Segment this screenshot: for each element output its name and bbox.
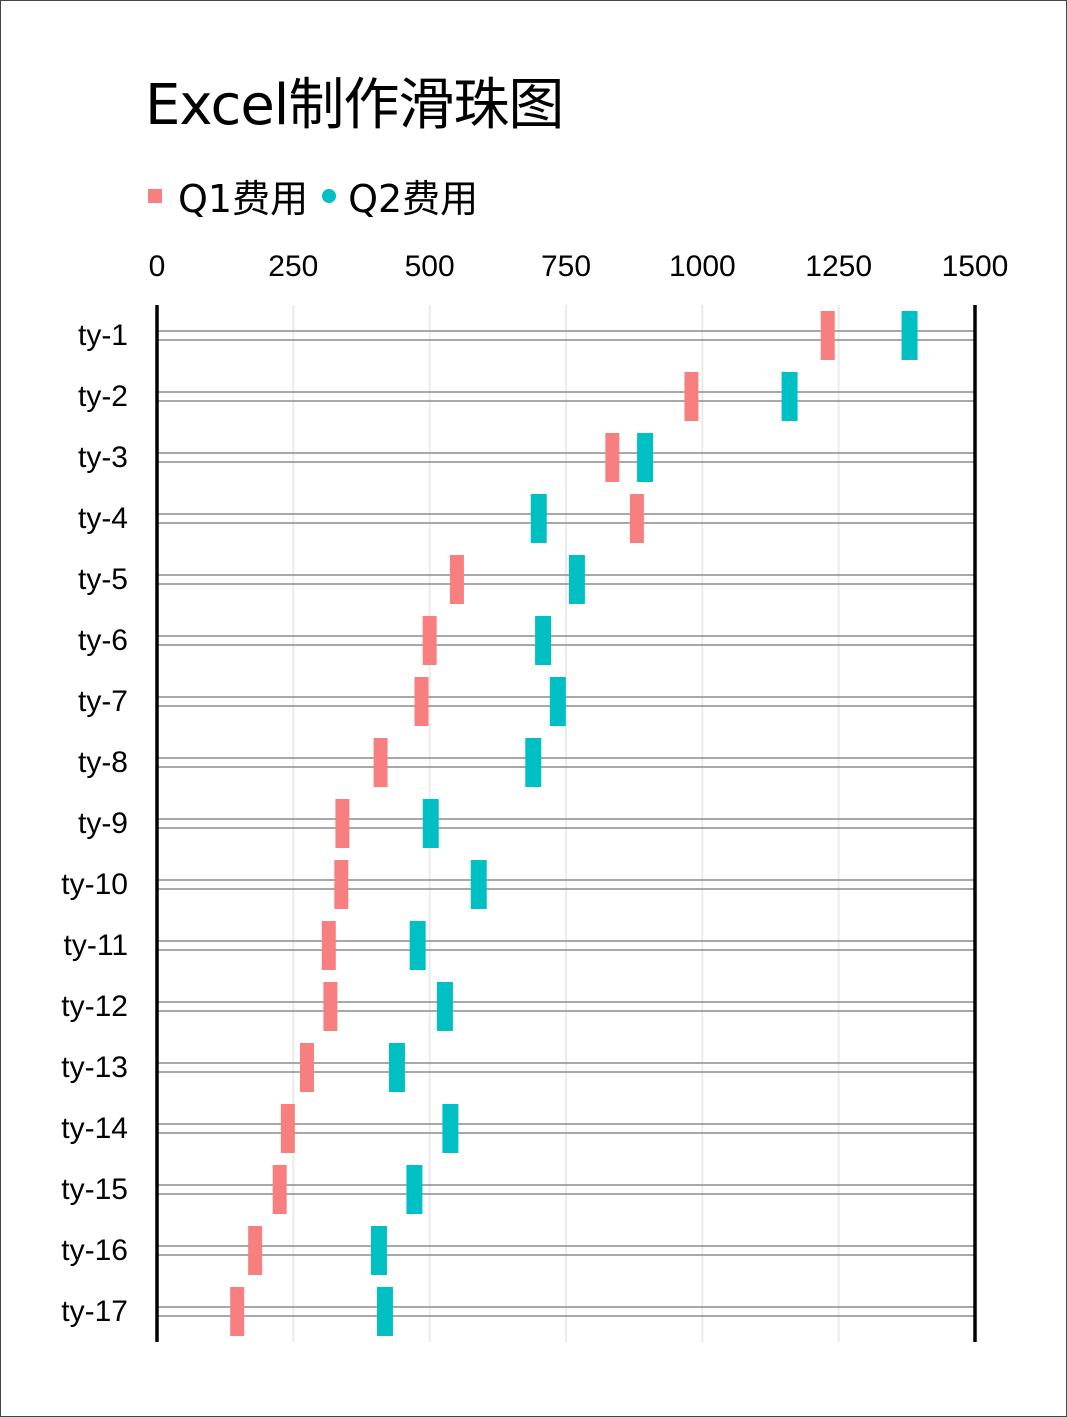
marker-q2 [370,1226,387,1275]
legend-label-q1: Q1费用 [178,177,309,221]
marker-q2 [901,311,918,360]
legend: Q1费用 Q2费用 [148,168,492,223]
y-tick-label: ty-8 [78,746,128,779]
chart-title: Excel制作滑珠图 [145,73,564,138]
marker-q2 [388,1043,405,1092]
y-tick-label: ty-1 [78,319,128,352]
marker-q1 [449,555,464,604]
legend-item-q2: Q2费用 [322,168,478,223]
marker-q2 [535,616,552,665]
y-tick-label: ty-3 [78,441,128,474]
y-tick-label: ty-9 [78,807,128,840]
x-tick-label: 500 [405,250,455,283]
marker-q1 [323,982,338,1031]
y-tick-label: ty-17 [61,1295,128,1328]
marker-q2 [442,1104,459,1153]
marker-q2 [422,799,439,848]
marker-q1 [335,799,350,848]
marker-q2 [530,494,547,543]
marker-q1 [605,433,620,482]
y-tick-label: ty-5 [78,563,128,596]
y-tick-label: ty-13 [61,1051,128,1084]
y-tick-label: ty-15 [61,1173,128,1206]
marker-q1 [820,311,835,360]
marker-q2 [637,433,654,482]
x-tick-label: 1000 [669,250,736,283]
marker-q2 [406,1165,423,1214]
legend-item-q1: Q1费用 [148,168,308,223]
marker-q1 [373,738,388,787]
x-tick-label: 250 [268,250,318,283]
y-tick-label: ty-6 [78,624,128,657]
marker-q1 [334,860,349,909]
marker-q1 [422,616,437,665]
marker-q2 [470,860,487,909]
y-tick-label: ty-12 [61,990,128,1023]
marker-q1 [248,1226,263,1275]
marker-q1 [321,921,336,970]
marker-q2 [409,921,426,970]
marker-q2 [376,1287,393,1336]
x-tick-label: 1250 [805,250,872,283]
marker-q2 [568,555,585,604]
marker-q1 [280,1104,295,1153]
legend-label-q2: Q2费用 [348,177,479,221]
y-tick-label: ty-7 [78,685,128,718]
y-tick-label: ty-2 [78,380,128,413]
marker-q1 [414,677,429,726]
y-tick-label: ty-11 [64,929,128,962]
marker-q1 [230,1287,245,1336]
x-tick-label: 0 [149,250,166,283]
y-tick-label: ty-10 [61,868,128,901]
legend-swatch-q2 [322,188,337,203]
y-tick-label: ty-4 [78,502,128,535]
marker-q1 [629,494,644,543]
marker-q1 [299,1043,314,1092]
marker-q2 [781,372,798,421]
marker-q2 [549,677,566,726]
marker-q1 [272,1165,287,1214]
y-tick-label: ty-14 [61,1112,128,1145]
marker-q1 [684,372,699,421]
legend-swatch-q1 [148,188,162,203]
x-tick-label: 1500 [942,250,1009,283]
y-tick-label: ty-16 [61,1234,128,1267]
marker-q2 [525,738,542,787]
x-tick-label: 750 [541,250,591,283]
marker-q2 [436,982,453,1031]
